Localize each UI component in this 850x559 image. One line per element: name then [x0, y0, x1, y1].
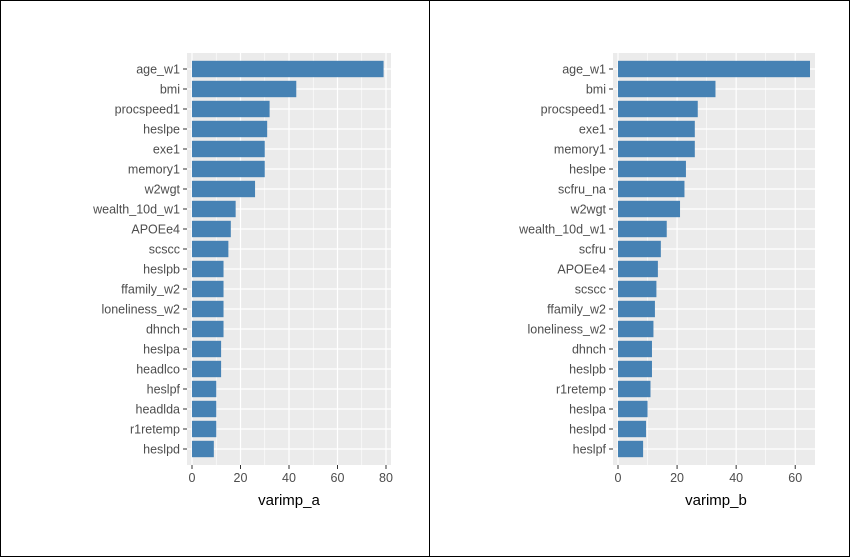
category-label: scscc	[149, 243, 180, 257]
category-label: bmi	[160, 83, 180, 97]
bar-heslpe	[618, 160, 686, 178]
bar-wealth_10d_w1	[618, 220, 667, 238]
category-label: loneliness_w2	[101, 303, 180, 317]
category-label: heslpa	[143, 343, 180, 357]
bar-memory1	[192, 160, 265, 178]
category-label: procspeed1	[541, 103, 606, 117]
bar-age_w1	[618, 60, 810, 78]
category-label: r1retemp	[130, 423, 180, 437]
bar-bmi	[618, 80, 716, 98]
bar-heslpb	[192, 260, 224, 278]
bar-loneliness_w2	[618, 320, 654, 338]
category-label: heslpd	[569, 423, 606, 437]
category-label: APOEe4	[131, 223, 180, 237]
category-label: headlco	[136, 363, 180, 377]
category-label: procspeed1	[115, 103, 180, 117]
x-axis-title: varimp_b	[685, 492, 747, 509]
bar-heslpd	[192, 440, 214, 458]
bar-procspeed1	[192, 100, 270, 118]
category-label: ffamily_w2	[121, 283, 180, 297]
x-tick-label: 20	[234, 471, 248, 485]
bar-scscc	[618, 280, 657, 298]
bar-memory1	[618, 140, 695, 158]
category-label: heslpa	[569, 403, 606, 417]
x-tick-label: 0	[189, 471, 196, 485]
bar-exe1	[192, 140, 265, 158]
category-label: APOEe4	[557, 263, 606, 277]
bar-exe1	[618, 120, 695, 138]
bar-r1retemp	[192, 420, 217, 438]
category-label: heslpe	[143, 123, 180, 137]
category-label: scscc	[575, 283, 606, 297]
category-label: loneliness_w2	[527, 323, 606, 337]
bar-headlda	[192, 400, 217, 418]
bar-age_w1	[192, 60, 384, 78]
bar-w2wgt	[192, 180, 256, 198]
category-label: heslpf	[573, 443, 607, 457]
category-label: bmi	[586, 83, 606, 97]
bar-heslpf	[192, 380, 217, 398]
bar-w2wgt	[618, 200, 681, 218]
category-label: exe1	[153, 143, 180, 157]
category-label: age_w1	[136, 63, 180, 77]
bar-scscc	[192, 240, 229, 258]
bar-dhnch	[192, 320, 224, 338]
category-label: wealth_10d_w1	[92, 203, 180, 217]
bar-procspeed1	[618, 100, 698, 118]
x-tick-label: 80	[379, 471, 393, 485]
category-label: age_w1	[562, 63, 606, 77]
bar-wealth_10d_w1	[192, 200, 236, 218]
category-label: w2wgt	[144, 183, 181, 197]
bar-heslpb	[618, 360, 652, 378]
bar-heslpd	[618, 420, 647, 438]
bar-bmi	[192, 80, 297, 98]
bar-APOEe4	[618, 260, 658, 278]
bar-heslpa	[618, 400, 648, 418]
category-label: dhnch	[146, 323, 180, 337]
category-label: w2wgt	[570, 203, 607, 217]
x-axis-title: varimp_a	[258, 492, 320, 509]
x-tick-label: 60	[331, 471, 345, 485]
x-tick-label: 60	[788, 471, 802, 485]
category-label: ffamily_w2	[547, 303, 606, 317]
x-tick-label: 0	[615, 471, 622, 485]
category-label: scfru_na	[558, 183, 606, 197]
bar-ffamily_w2	[618, 300, 655, 318]
category-label: dhnch	[572, 343, 606, 357]
x-tick-label: 40	[282, 471, 296, 485]
bar-ffamily_w2	[192, 280, 224, 298]
category-label: heslpe	[569, 163, 606, 177]
category-label: memory1	[554, 143, 606, 157]
bar-headlco	[192, 360, 222, 378]
bar-r1retemp	[618, 380, 651, 398]
category-label: heslpb	[569, 363, 606, 377]
bar-heslpf	[618, 440, 644, 458]
bar-heslpe	[192, 120, 268, 138]
category-label: r1retemp	[556, 383, 606, 397]
category-label: scfru	[579, 243, 606, 257]
category-label: exe1	[579, 123, 606, 137]
category-label: headlda	[136, 403, 181, 417]
category-label: heslpd	[143, 443, 180, 457]
bar-scfru	[618, 240, 661, 258]
category-label: heslpb	[143, 263, 180, 277]
bar-dhnch	[618, 340, 652, 358]
bar-scfru_na	[618, 180, 685, 198]
bar-APOEe4	[192, 220, 231, 238]
x-tick-label: 40	[729, 471, 743, 485]
category-label: wealth_10d_w1	[518, 223, 606, 237]
category-label: heslpf	[147, 383, 181, 397]
bar-heslpa	[192, 340, 222, 358]
bar-loneliness_w2	[192, 300, 224, 318]
x-tick-label: 20	[670, 471, 684, 485]
category-label: memory1	[128, 163, 180, 177]
